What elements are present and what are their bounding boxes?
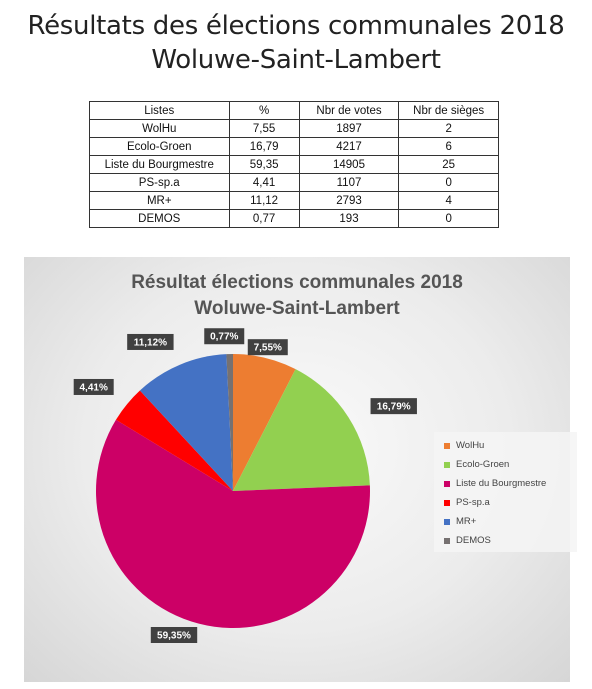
table-row: MR+ 11,12 2793 4 (89, 191, 499, 210)
legend-swatch (444, 480, 450, 487)
cell-percent: 59,35 (228, 155, 300, 174)
data-label-box (127, 333, 174, 350)
cell-votes: 2793 (298, 191, 400, 210)
table-row: DEMOS 0,77 193 0 (89, 209, 499, 228)
header-seats: Nbr de sièges (398, 101, 499, 120)
legend-label: PS-sp.a (456, 497, 490, 508)
cell-list: Liste du Bourgmestre (89, 155, 230, 174)
cell-percent: 11,12 (228, 191, 300, 210)
pie-slice-ps-sp-a (115, 390, 233, 491)
data-label-box (370, 398, 417, 415)
table-header-row: Listes % Nbr de votes Nbr de sièges (89, 101, 499, 120)
pie-chart-panel: Résultat élections communales 2018 Woluw… (24, 257, 577, 682)
cell-percent: 0,77 (228, 209, 300, 228)
cell-percent: 7,55 (228, 119, 300, 138)
data-label-box (247, 339, 288, 356)
pie-slice-wolhu (233, 354, 296, 491)
table-row: PS-sp.a 4,41 1107 0 (89, 173, 499, 192)
cell-seats: 0 (398, 173, 499, 192)
cell-votes: 4217 (298, 137, 400, 156)
data-label-wolhu: 7,55% (247, 339, 288, 356)
data-label-ps-sp-a: 4,41% (73, 378, 114, 395)
legend-swatch (444, 461, 450, 468)
legend-item-ps-sp-a: PS-sp.a (434, 493, 577, 512)
data-label-box (73, 378, 114, 395)
data-label-ecolo-groen: 16,79% (370, 398, 417, 415)
cell-list: Ecolo-Groen (89, 137, 230, 156)
legend-item-demos: DEMOS (434, 531, 577, 550)
cell-list: MR+ (89, 191, 230, 210)
data-label-mr: 11,12% (127, 333, 174, 350)
pie-slice-demos (226, 354, 233, 491)
cell-list: DEMOS (89, 209, 230, 228)
cell-votes: 1897 (298, 119, 400, 138)
legend-item-mr: MR+ (434, 512, 577, 531)
chart-subtitle: Woluwe-Saint-Lambert (194, 298, 400, 319)
data-label-box (204, 328, 245, 345)
data-label-liste-du-bourgmestre: 59,35% (150, 627, 198, 643)
header-percent: % (228, 101, 300, 120)
data-label-box (150, 627, 198, 643)
data-label-text: 0,77% (210, 332, 238, 343)
data-label-demos: 0,77% (204, 328, 245, 345)
pie-slice-liste-du-bourgmestre (95, 419, 371, 628)
cell-votes: 1107 (298, 173, 400, 192)
legend-swatch (444, 499, 450, 506)
legend-swatch (444, 518, 450, 525)
cell-seats: 2 (398, 119, 499, 138)
results-table: Listes % Nbr de votes Nbr de sièges WolH… (89, 101, 499, 228)
cell-seats: 0 (398, 209, 499, 228)
table-row: Ecolo-Groen 16,79 4217 6 (89, 137, 499, 156)
cell-votes: 193 (298, 209, 400, 228)
cell-list: WolHu (89, 119, 230, 138)
chart-title: Résultat élections communales 2018 (131, 272, 463, 293)
table-row: WolHu 7,55 1897 2 (89, 119, 499, 138)
legend-swatch (444, 442, 450, 449)
data-label-text: 11,12% (134, 337, 167, 348)
cell-percent: 4,41 (228, 173, 300, 192)
legend-label: DEMOS (456, 535, 491, 546)
page-title: Résultats des élections communales 2018 (27, 11, 565, 41)
legend-label: Liste du Bourgmestre (456, 478, 547, 489)
data-label-text: 16,79% (377, 402, 411, 413)
cell-seats: 6 (398, 137, 499, 156)
cell-list: PS-sp.a (89, 173, 230, 192)
cell-votes: 14905 (298, 155, 400, 174)
chart-legend: WolHu Ecolo-Groen Liste du Bourgmestre PS-s… (434, 432, 577, 552)
cell-percent: 16,79 (228, 137, 300, 156)
cell-seats: 25 (398, 155, 499, 174)
pie-chart: 7,55% 16,79% 59,35% 4,41% 11,12% 0,77% (73, 328, 417, 643)
cell-seats: 4 (398, 191, 499, 210)
header-votes: Nbr de votes (298, 101, 400, 120)
data-label-text: 4,41% (80, 382, 108, 393)
pie-slice-ecolo-groen (233, 369, 370, 491)
legend-label: Ecolo-Groen (456, 459, 510, 470)
legend-label: MR+ (456, 516, 477, 527)
data-label-text: 59,35% (157, 631, 191, 642)
data-label-text: 7,55% (254, 343, 282, 354)
pie-slice-mr (139, 354, 233, 491)
legend-item-liste-du-bourgmestre: Liste du Bourgmestre (434, 474, 577, 493)
table-row: Liste du Bourgmestre 59,35 14905 25 (89, 155, 499, 174)
legend-item-ecolo-groen: Ecolo-Groen (434, 455, 577, 474)
page-subtitle: Woluwe-Saint-Lambert (151, 45, 441, 75)
legend-swatch (444, 537, 450, 544)
legend-item-wolhu: WolHu (434, 436, 577, 455)
legend-label: WolHu (456, 440, 485, 451)
header-listes: Listes (89, 101, 230, 120)
